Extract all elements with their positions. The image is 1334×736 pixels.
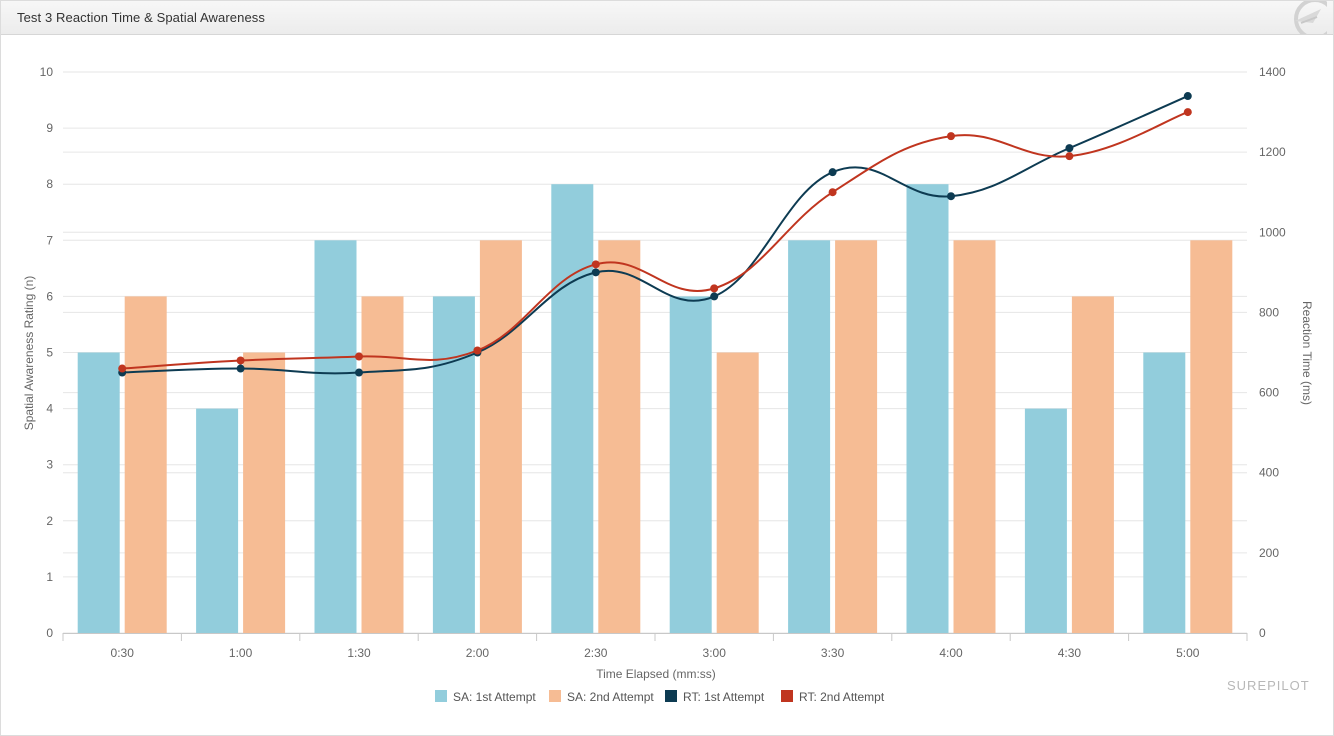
- bar-sa-2nd-attempt: [716, 352, 759, 633]
- line-rt-2nd-attempt: [122, 111, 1189, 370]
- y2-tick-label: 200: [1259, 546, 1279, 560]
- axes: 0 1 2 3 4 5 6 7 8 9 10 0 200 400 600 800 1000 1200 1400 0:3…: [40, 65, 1286, 660]
- y-tick-label: 8: [46, 177, 53, 191]
- y-tick-label: 0: [46, 626, 53, 640]
- surepilot-watermark: SUREPILOT: [1227, 678, 1310, 693]
- legend-label-sa-2nd-attempt: SA: 2nd Attempt: [567, 690, 654, 704]
- point-rt-1st-attempt: [236, 364, 245, 373]
- point-rt-1st-attempt: [1065, 144, 1074, 153]
- bar-sa-1st-attempt: [1143, 352, 1186, 633]
- y2-tick-label: 0: [1259, 626, 1266, 640]
- y2-tick-label: 600: [1259, 386, 1279, 400]
- surepilot-plane-icon: [1294, 1, 1327, 34]
- point-rt-2nd-attempt: [1183, 108, 1192, 117]
- x-tick-label: 1:30: [347, 646, 371, 660]
- point-rt-2nd-attempt: [1065, 152, 1074, 161]
- point-rt-2nd-attempt: [828, 188, 837, 197]
- bar-sa-1st-attempt: [551, 184, 594, 633]
- legend-swatch-sa-1st-attempt: [435, 690, 447, 702]
- x-tick-label: 0:30: [111, 646, 135, 660]
- point-rt-2nd-attempt: [710, 284, 719, 293]
- y-tick-label: 6: [46, 289, 53, 303]
- point-rt-2nd-attempt: [591, 260, 600, 269]
- panel-header: Test 3 Reaction Time & Spatial Awareness: [1, 1, 1333, 35]
- legend-swatch-sa-2nd-attempt: [549, 690, 561, 702]
- bar-sa-2nd-attempt: [835, 240, 878, 634]
- bar-sa-1st-attempt: [314, 240, 357, 634]
- x-tick-label: 2:00: [466, 646, 490, 660]
- bar-sa-2nd-attempt: [953, 240, 996, 634]
- combo-chart: 0 1 2 3 4 5 6 7 8 9 10 0 200 400 600 800 1000 1200 1400 0:3…: [22, 65, 1314, 704]
- y-tick-label: 3: [46, 458, 53, 472]
- bar-sa-1st-attempt: [432, 296, 475, 633]
- bar-sa-1st-attempt: [788, 240, 831, 634]
- y-tick-label: 5: [46, 346, 53, 360]
- x-tick-label: 2:30: [584, 646, 608, 660]
- point-rt-2nd-attempt: [118, 364, 127, 373]
- point-rt-2nd-attempt: [947, 132, 955, 141]
- x-tick-label: 5:00: [1176, 646, 1200, 660]
- legend-label-sa-1st-attempt: SA: 1st Attempt: [453, 690, 536, 704]
- x-tick-label: 1:00: [229, 646, 253, 660]
- bar-sa-2nd-attempt: [1190, 240, 1233, 634]
- point-rt-2nd-attempt: [236, 356, 245, 365]
- bar-sa-2nd-attempt: [479, 240, 522, 634]
- legend: SA: 1st Attempt SA: 2nd Attempt RT: 1st At…: [435, 690, 885, 704]
- y-tick-label: 10: [40, 65, 54, 79]
- y2-tick-label: 1000: [1259, 225, 1286, 239]
- bar-sa-2nd-attempt: [598, 240, 641, 634]
- y2-tick-label: 1200: [1259, 145, 1286, 159]
- x-tick-label: 4:00: [939, 646, 963, 660]
- bar-sa-2nd-attempt: [243, 352, 286, 633]
- y-tick-label: 2: [46, 514, 53, 528]
- point-rt-1st-attempt: [355, 368, 363, 377]
- point-rt-1st-attempt: [1183, 92, 1192, 101]
- y-tick-label: 9: [46, 121, 53, 135]
- bar-sa-1st-attempt: [77, 352, 120, 633]
- x-tick-label: 3:00: [703, 646, 727, 660]
- line-rt-1st-attempt: [122, 95, 1189, 375]
- line-series-group: [118, 92, 1192, 377]
- x-axis-title: Time Elapsed (mm:ss): [596, 667, 716, 681]
- bar-series-group: [77, 184, 1233, 634]
- legend-swatch-rt-1st-attempt: [665, 690, 677, 702]
- y-axis-title: Spatial Awareness Rating (n): [22, 276, 36, 431]
- legend-swatch-rt-2nd-attempt: [781, 690, 793, 702]
- x-tick-label: 4:30: [1058, 646, 1082, 660]
- bar-sa-1st-attempt: [196, 408, 239, 633]
- point-rt-2nd-attempt: [473, 346, 482, 355]
- x-tick-label: 3:30: [821, 646, 845, 660]
- bar-sa-1st-attempt: [1024, 408, 1067, 633]
- panel-title: Test 3 Reaction Time & Spatial Awareness: [17, 10, 265, 25]
- bar-sa-2nd-attempt: [361, 296, 404, 633]
- y2-axis-title: Reaction Time (ms): [1300, 301, 1314, 405]
- y2-tick-label: 400: [1259, 466, 1279, 480]
- y-tick-label: 1: [46, 570, 53, 584]
- bar-sa-1st-attempt: [669, 296, 712, 633]
- legend-label-rt-2nd-attempt: RT: 2nd Attempt: [799, 690, 885, 704]
- point-rt-1st-attempt: [591, 268, 600, 277]
- y2-tick-label: 800: [1259, 305, 1279, 319]
- point-rt-2nd-attempt: [355, 352, 363, 361]
- y2-tick-label: 1400: [1259, 65, 1286, 79]
- bar-sa-2nd-attempt: [124, 296, 167, 633]
- point-rt-1st-attempt: [710, 292, 719, 301]
- point-rt-1st-attempt: [947, 192, 955, 201]
- y-tick-label: 4: [46, 402, 53, 416]
- legend-label-rt-1st-attempt: RT: 1st Attempt: [683, 690, 765, 704]
- bar-sa-1st-attempt: [906, 184, 949, 633]
- bar-sa-2nd-attempt: [1071, 296, 1114, 633]
- y-tick-label: 7: [46, 233, 53, 247]
- point-rt-1st-attempt: [828, 168, 837, 177]
